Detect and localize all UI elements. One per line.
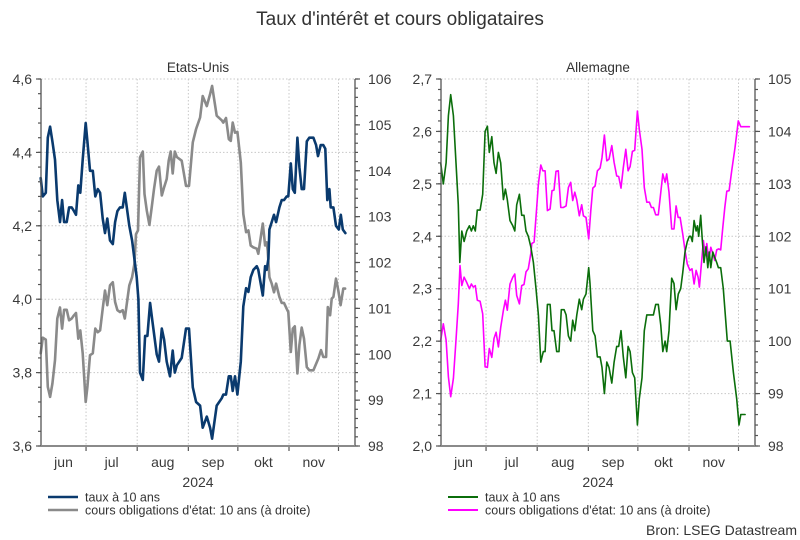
y-right-tick-label: 98 — [768, 438, 784, 454]
legend-label-bond-price: cours obligations d'état: 10 ans (à droi… — [85, 504, 310, 518]
y-right-tick-label: 102 — [768, 228, 792, 244]
y-left-tick-label: 2,7 — [413, 71, 433, 87]
y-right-tick-label: 105 — [768, 71, 792, 87]
legend-label-rate: taux à 10 ans — [485, 491, 560, 505]
y-right-tick-label: 105 — [368, 117, 392, 133]
legend-label-bond-price: cours obligations d'état: 10 ans (à droi… — [485, 504, 710, 518]
x-month-label: jun — [453, 454, 473, 470]
y-right-tick-label: 98 — [368, 438, 384, 454]
panel-title: Etats-Unis — [167, 60, 230, 75]
x-month-label: sep — [602, 454, 625, 470]
y-left-tick-label: 2,5 — [413, 176, 433, 192]
legend: taux à 10 ans cours obligations d'état: … — [448, 491, 710, 518]
y-left-tick-label: 2,0 — [413, 438, 433, 454]
y-left-tick-label: 4,2 — [13, 218, 33, 234]
series-lines — [39, 84, 347, 441]
y-right-tick-label: 101 — [368, 300, 392, 316]
y-left-tick-label: 2,4 — [413, 228, 433, 244]
series-lines — [439, 93, 751, 426]
x-month-label: okt — [654, 454, 673, 470]
x-month-label: nov — [302, 454, 325, 470]
legend: taux à 10 ans cours obligations d'état: … — [48, 491, 310, 518]
x-month-label: jul — [504, 454, 519, 470]
de-panel: Allemagne jun jul aug sep okt nov 2,7 2,6 2,5 2,4… — [413, 60, 792, 518]
legend-label-rate: taux à 10 ans — [85, 491, 160, 505]
rate-line — [39, 121, 347, 441]
y-left-tick-label: 4,6 — [13, 71, 33, 87]
x-month-label: aug — [551, 454, 574, 470]
source-note: Bron: LSEG Datastream — [646, 522, 797, 538]
panel-title: Allemagne — [566, 60, 630, 75]
y-left-tick-label: 2,6 — [413, 123, 433, 139]
y-left-tick-label: 4,0 — [13, 291, 33, 307]
x-month-label: sep — [202, 454, 225, 470]
y-right-tick-label: 102 — [368, 255, 392, 271]
y-right-tick-label: 100 — [368, 346, 392, 362]
y-right-tick-label: 106 — [368, 71, 392, 87]
y-left-tick-label: 2,3 — [413, 281, 433, 297]
y-right-tick-label: 100 — [768, 333, 792, 349]
gridlines — [441, 78, 755, 446]
x-month-label: jun — [53, 454, 73, 470]
axes: jun jul aug sep okt nov 2,7 2,6 2,5 2,4 2,3 2,2 2,1 2… — [413, 71, 792, 470]
bond-price-line — [439, 110, 751, 398]
us-panel: Etats-Unis jun jul aug sep okt nov 4,6 4,4 4,2 4,… — [13, 60, 392, 518]
x-axis-year-label: 2024 — [582, 474, 613, 490]
y-left-tick-label: 3,6 — [13, 438, 33, 454]
y-left-tick-label: 4,4 — [13, 144, 33, 160]
x-month-label: jul — [104, 454, 119, 470]
y-right-tick-label: 103 — [768, 176, 792, 192]
y-left-tick-label: 2,1 — [413, 386, 433, 402]
y-right-tick-label: 103 — [368, 209, 392, 225]
y-right-tick-label: 104 — [768, 123, 792, 139]
y-right-tick-label: 104 — [368, 163, 392, 179]
y-left-tick-label: 2,2 — [413, 333, 433, 349]
x-axis-year-label: 2024 — [182, 474, 213, 490]
y-right-tick-label: 99 — [768, 386, 784, 402]
rate-line — [439, 93, 746, 426]
bond-price-line — [39, 84, 347, 404]
y-right-tick-label: 99 — [368, 392, 384, 408]
y-right-tick-label: 101 — [768, 281, 792, 297]
x-month-label: aug — [151, 454, 174, 470]
figure-title: Taux d'intérêt et cours obligataires — [256, 9, 544, 30]
y-left-tick-label: 3,8 — [13, 365, 33, 381]
x-month-label: nov — [702, 454, 725, 470]
x-month-label: okt — [254, 454, 273, 470]
axes: jun jul aug sep okt nov 4,6 4,4 4,2 4,0 3,8 3,6 106 1… — [13, 71, 392, 470]
